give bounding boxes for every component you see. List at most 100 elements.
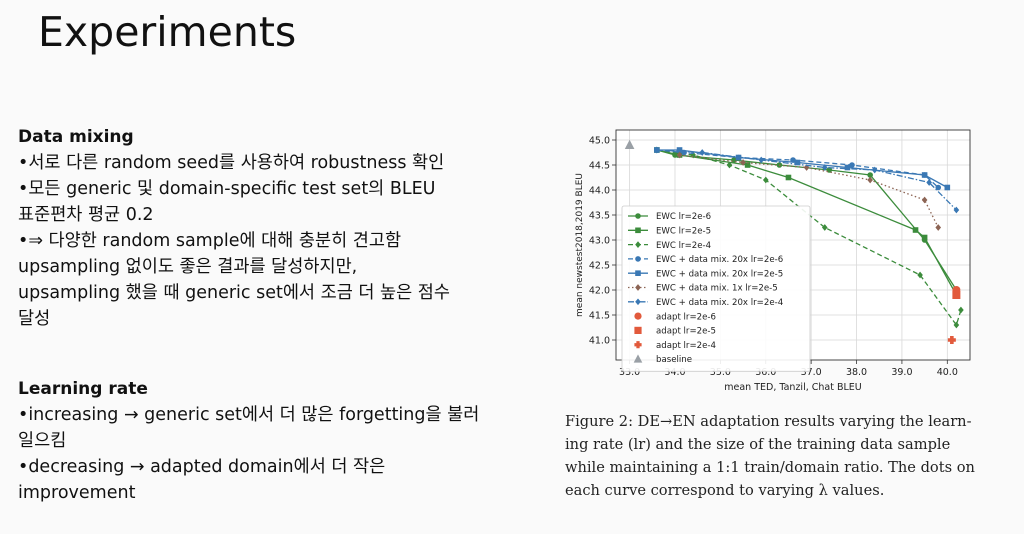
legend-entry: baseline xyxy=(633,354,692,365)
legend-entry: EWC + data mix. 20x lr=2e-5 xyxy=(628,269,783,279)
x-tick-label: 34.0 xyxy=(664,367,685,378)
data-point xyxy=(633,354,643,363)
x-tick-label: 35.0 xyxy=(710,367,731,378)
data-point xyxy=(844,164,851,171)
data-point xyxy=(867,176,873,184)
data-mixing-line: 표준편차 평균 0.2 xyxy=(18,205,154,225)
axis-layer: 33.0 34.0 35.0 36.0 37.0 38.0 39.0 40.0 41.0 41.5… xyxy=(575,129,971,393)
legend-box xyxy=(621,205,811,372)
caption-line: ing rate (lr) and the size of the traini… xyxy=(565,436,951,453)
data-point xyxy=(867,172,873,178)
data-point xyxy=(926,179,932,186)
legend-label: EWC + data mix. 20x lr=2e-6 xyxy=(656,255,783,265)
legend-entry: adapt lr=2e-5 xyxy=(634,327,716,337)
legend-label: EWC lr=2e-6 xyxy=(656,212,711,222)
data-point xyxy=(635,256,641,262)
data-point xyxy=(849,162,855,168)
series-line xyxy=(656,149,962,327)
data-mixing-line: •⇒ 다양한 random sample에 대해 충분히 견고함 xyxy=(18,231,402,251)
legend-label: EWC lr=2e-5 xyxy=(656,227,711,237)
y-tick-label: 44.0 xyxy=(589,185,610,196)
data-point xyxy=(935,224,942,231)
caption-line: each curve correspond to varying λ value… xyxy=(565,482,885,499)
series xyxy=(947,336,956,344)
legend-label: EWC + data mix. 20x lr=2e-4 xyxy=(656,298,783,308)
learning-rate-heading: Learning rate xyxy=(18,379,148,399)
data-point xyxy=(699,149,706,156)
data-point xyxy=(917,271,923,279)
data-point xyxy=(635,227,641,234)
x-axis-label: mean TED, Tanzil, Chat BLEU xyxy=(724,382,862,393)
legend-entry: EWC lr=2e-6 xyxy=(628,212,711,222)
caption-line: while maintaining a 1:1 train/domain rat… xyxy=(565,459,975,476)
y-axis-label: mean newstest2018,2019 BLEU xyxy=(575,173,585,317)
legend-label: adapt lr=2e-5 xyxy=(656,327,716,337)
series-layer xyxy=(624,139,964,344)
legend-label: adapt lr=2e-6 xyxy=(656,312,716,322)
data-mixing-line: •모든 generic 및 domain-specific test set의 … xyxy=(18,179,436,199)
legend-label: EWC + data mix. 1x lr=2e-5 xyxy=(656,284,778,294)
y-tick-label: 44.5 xyxy=(589,160,610,171)
learning-rate-section: Learning rate •increasing → generic set에… xyxy=(18,376,479,506)
y-tick-label: 43.5 xyxy=(589,210,610,221)
learning-rate-line: •increasing → generic set에서 더 많은 forgett… xyxy=(18,405,480,425)
legend-label: EWC + data mix. 20x lr=2e-5 xyxy=(656,269,783,279)
data-mixing-line: upsampling 했을 때 generic set에서 조금 더 높은 점수 xyxy=(18,283,450,303)
data-mixing-line: 달성 xyxy=(18,309,51,329)
data-point xyxy=(794,159,801,166)
learning-rate-line: improvement xyxy=(18,483,136,503)
data-mixing-heading: Data mixing xyxy=(18,127,134,147)
data-point xyxy=(944,184,951,191)
data-mixing-section: Data mixing •서로 다른 random seed를 사용하여 rob… xyxy=(18,124,450,332)
x-tick-label: 40.0 xyxy=(937,367,958,378)
data-point xyxy=(921,196,928,204)
data-point xyxy=(935,184,942,191)
series xyxy=(952,291,961,299)
data-point xyxy=(635,213,641,219)
data-point xyxy=(958,306,964,314)
data-point xyxy=(821,224,828,231)
data-point xyxy=(654,146,660,154)
data-point xyxy=(821,164,828,171)
data-point xyxy=(953,206,960,214)
data-point xyxy=(634,326,642,334)
legend-entry: adapt lr=2e-6 xyxy=(634,312,716,322)
slide-title: Experiments xyxy=(38,8,297,56)
legend-entry: EWC + data mix. 20x lr=2e-6 xyxy=(628,255,783,265)
data-point xyxy=(624,139,635,149)
data-point xyxy=(952,291,961,299)
y-tick-label: 41.5 xyxy=(589,310,610,321)
y-tick-label: 45.0 xyxy=(589,135,610,146)
x-tick-label: 38.0 xyxy=(846,367,867,378)
learning-rate-line: •decreasing → adapted domain에서 더 작은 xyxy=(18,457,386,477)
data-point xyxy=(744,162,751,168)
data-point xyxy=(758,156,765,164)
data-point xyxy=(634,312,642,320)
data-point xyxy=(947,336,956,344)
y-tick-label: 43.0 xyxy=(589,235,610,246)
x-tick-label: 39.0 xyxy=(891,367,912,378)
data-point xyxy=(953,321,960,329)
caption-line: Figure 2: DE→EN adaptation results varyi… xyxy=(565,413,972,430)
data-point xyxy=(803,164,810,171)
y-tick-label: 42.5 xyxy=(589,260,610,271)
data-mixing-line: •서로 다른 random seed를 사용하여 robustness 확인 xyxy=(18,153,445,173)
data-point xyxy=(871,166,878,174)
learning-rate-line: 일으킴 xyxy=(18,431,67,451)
data-point xyxy=(740,159,746,166)
data-mixing-line: upsampling 없이도 좋은 결과를 달성하지만, xyxy=(18,257,358,277)
data-point xyxy=(676,147,683,153)
series-line xyxy=(679,154,939,228)
legend-label: adapt lr=2e-4 xyxy=(656,341,716,351)
legend-entry: EWC lr=2e-5 xyxy=(628,227,711,237)
x-tick-label: 37.0 xyxy=(801,367,822,378)
series xyxy=(654,146,960,214)
data-point xyxy=(921,172,928,178)
y-tick-label: 42.0 xyxy=(589,285,610,296)
legend-label: EWC lr=2e-4 xyxy=(656,241,711,251)
series xyxy=(624,139,635,149)
data-point xyxy=(762,176,769,184)
x-tick-label: 36.0 xyxy=(755,367,776,378)
y-tick-label: 41.0 xyxy=(589,335,610,346)
figure-chart: 33.0 34.0 35.0 36.0 37.0 38.0 39.0 40.0 41.0 41.5… xyxy=(560,118,980,398)
